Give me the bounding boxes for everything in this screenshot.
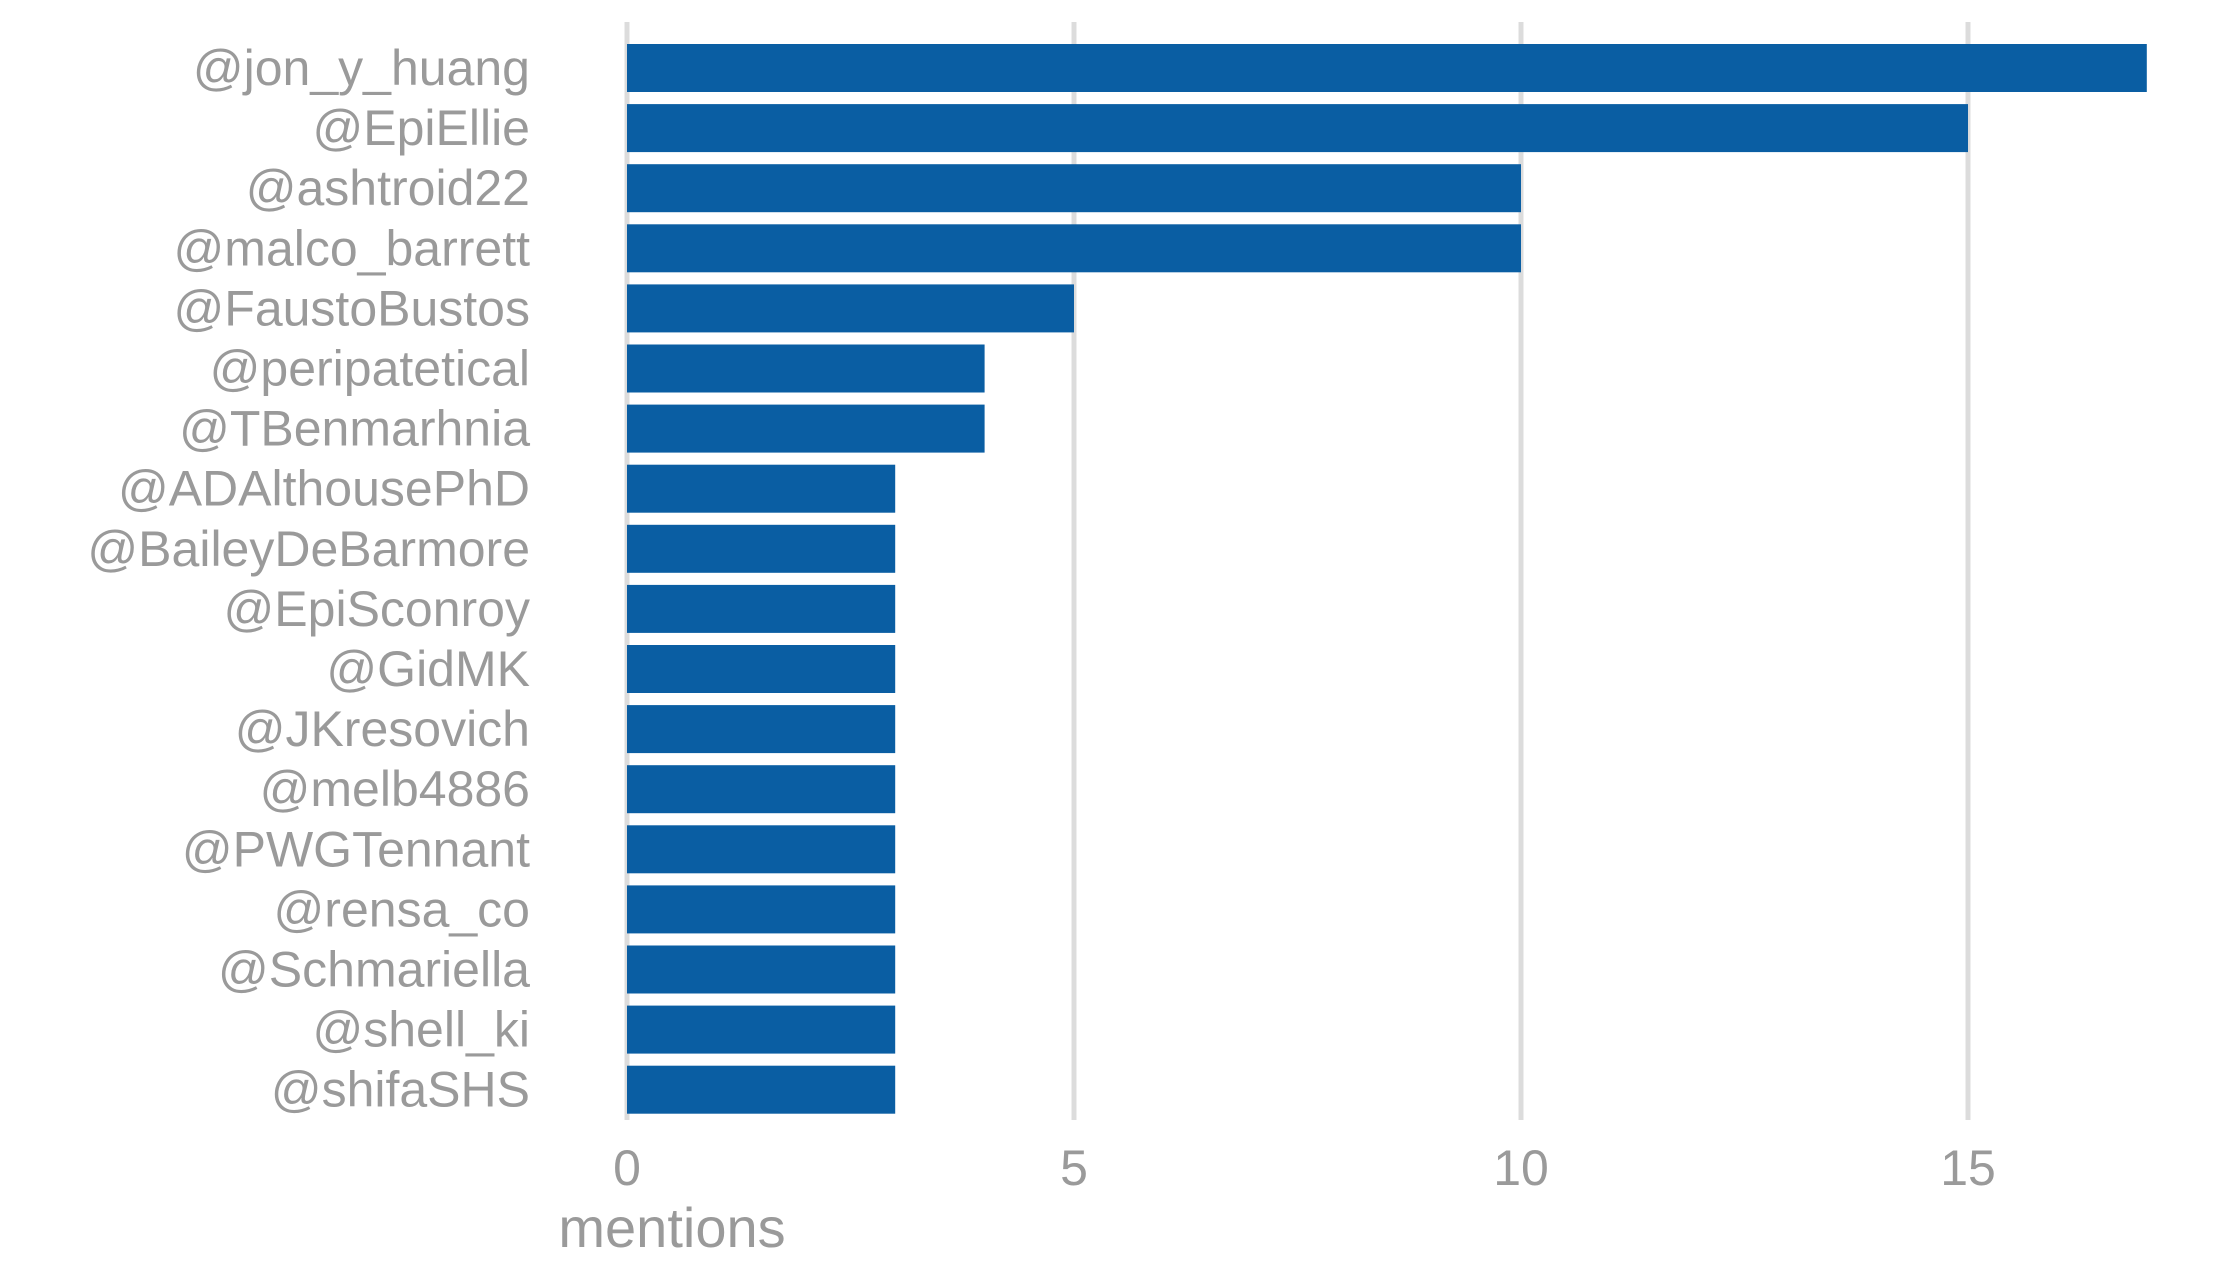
category-label-tbenmarhnia: @TBenmarhnia [179,401,530,457]
bar-peripatetical [627,344,985,393]
bar-shell_ki [627,1005,896,1054]
category-label-schmariella: @Schmariella [218,942,530,998]
category-label-jkresovich: @JKresovich [235,701,530,757]
category-label-baileydebarmore: @BaileyDeBarmore [87,521,530,577]
bar-schmariella [627,945,896,994]
bar-melb4886 [627,765,896,814]
category-label-ashtroid22: @ashtroid22 [246,160,530,216]
bar-jkresovich [627,705,896,754]
bar-shifashs [627,1065,896,1114]
category-label-peripatetical: @peripatetical [210,341,530,397]
x-tick-labels: 0 5 10 15 [613,1140,1996,1196]
bar-tbenmarhnia [627,404,985,453]
category-label-pwgtennant: @PWGTennant [182,821,530,877]
category-label-melb4886: @melb4886 [260,761,530,817]
x-tick-label-0: 0 [613,1140,641,1196]
category-label-epiellie: @EpiEllie [312,100,530,156]
bar-malco_barrett [627,224,1521,273]
category-label-rensa_co: @rensa_co [274,881,530,937]
x-tick-label-10: 10 [1493,1140,1549,1196]
category-label-malco_barrett: @malco_barrett [174,220,531,276]
category-label-episconroy: @EpiSconroy [224,581,530,637]
category-label-gidmk: @GidMK [326,641,530,697]
bar-adalthousephd [627,464,896,513]
bar-jon_y_huang [627,44,2147,92]
bar-ashtroid22 [627,164,1521,213]
category-label-shell_ki: @shell_ki [312,1002,530,1058]
x-tick-label-5: 5 [1060,1140,1088,1196]
bar-episconroy [627,584,896,633]
bar-epiellie [627,104,1968,153]
bar-rensa_co [627,885,896,934]
category-labels: @jon_y_huang@EpiEllie@ashtroid22@malco_b… [87,40,530,1118]
x-axis-title: mentions [558,1196,785,1259]
x-tick-label-15: 15 [1940,1140,1996,1196]
bars [627,44,2147,1114]
category-label-adalthousephd: @ADAlthousePhD [118,461,530,517]
bar-pwgtennant [627,825,896,874]
bar-baileydebarmore [627,524,896,573]
bar-faustobustos [627,284,1074,333]
category-label-shifashs: @shifaSHS [271,1062,530,1118]
category-label-faustobustos: @FaustoBustos [174,280,530,336]
bar-gidmk [627,645,896,693]
category-label-jon_y_huang: @jon_y_huang [193,40,530,96]
